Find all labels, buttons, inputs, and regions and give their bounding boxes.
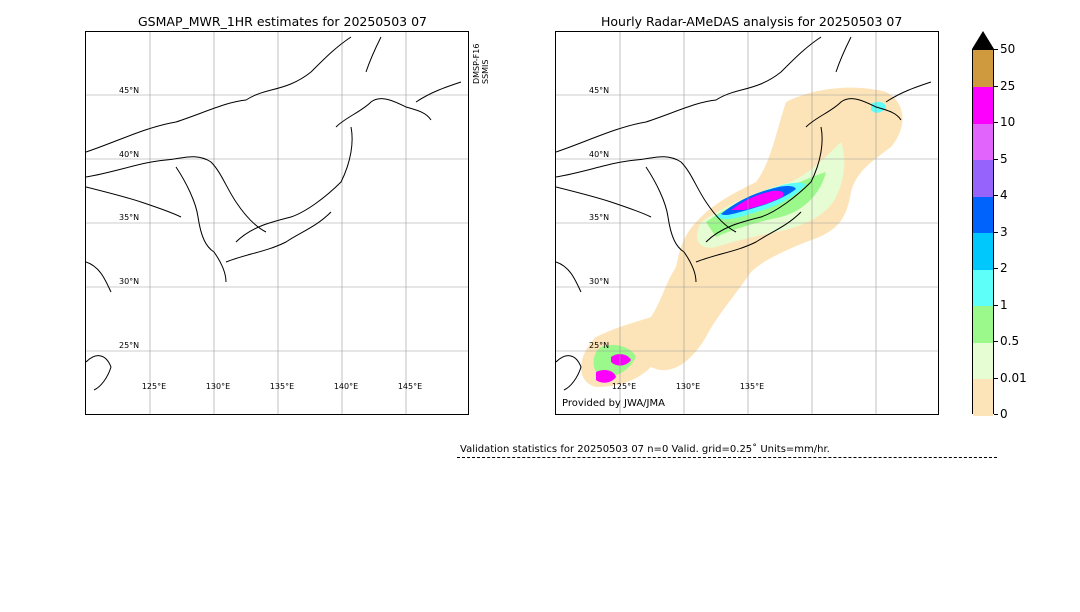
colorbar-tick-label: 5 <box>1000 151 1008 166</box>
right-lat-label-40: 40°N <box>589 150 610 159</box>
left-panel-title: GSMAP_MWR_1HR estimates for 20250503 07 <box>138 14 427 29</box>
right-lon-label-125: 125°E <box>611 382 637 391</box>
colorbar-segment <box>973 86 993 124</box>
colorbar-segment <box>973 50 993 87</box>
precip-south-magenta-1 <box>611 354 631 366</box>
left-lon-label-125: 125°E <box>141 382 167 391</box>
colorbar-tick-label: 0.01 <box>1000 370 1027 385</box>
colorbar-tick-mark <box>994 377 998 379</box>
colorbar-tick-mark <box>994 49 998 50</box>
colorbar <box>972 49 994 416</box>
colorbar-tick-mark <box>994 195 998 196</box>
colorbar-tick-label: 0 <box>1000 407 1008 421</box>
left-lat-label-25: 25°N <box>119 341 140 350</box>
colorbar-segment <box>973 342 993 379</box>
left-map: 45°N 40°N 35°N 30°N 25°N 125°E 130°E 135… <box>85 31 469 415</box>
colorbar-tick-mark <box>994 304 998 306</box>
right-lat-label-35: 35°N <box>589 213 610 222</box>
right-lon-label-130: 130°E <box>675 382 701 391</box>
precip-magenta-region <box>731 190 784 210</box>
colorbar-extend-arrow <box>972 31 994 49</box>
colorbar-segment <box>973 196 993 233</box>
colorbar-tick-label: 0.5 <box>1000 334 1020 348</box>
validation-stats: Validation statistics for 20250503 07 n=… <box>460 444 830 455</box>
left-lon-label-135: 135°E <box>269 382 295 391</box>
left-gridlines <box>86 32 468 414</box>
colorbar-tick-label: 10 <box>1000 115 1016 129</box>
colorbar-tick-mark <box>994 85 998 87</box>
left-lon-label-130: 130°E <box>205 382 231 391</box>
left-lat-label-40: 40°N <box>119 150 140 159</box>
right-panel-title: Hourly Radar-AMeDAS analysis for 2025050… <box>601 14 903 29</box>
colorbar-tick-mark <box>994 158 998 160</box>
colorbar-tick-label: 2 <box>1000 261 1008 275</box>
left-map-svg <box>86 32 468 414</box>
colorbar-segment <box>973 232 993 270</box>
validation-divider <box>457 457 997 458</box>
colorbar-segment <box>973 269 993 306</box>
colorbar-tick-mark <box>994 122 998 123</box>
colorbar-tick-label: 1 <box>1000 297 1008 312</box>
data-credit: Provided by JWA/JMA <box>562 398 665 409</box>
colorbar-tick-mark <box>994 414 998 415</box>
right-lat-label-30: 30°N <box>589 277 610 286</box>
right-map: 45°N 40°N 35°N 30°N 25°N 125°E 130°E 135… <box>555 31 939 415</box>
colorbar-segment <box>973 123 993 160</box>
left-coastlines <box>86 36 462 391</box>
precip-field <box>581 87 903 388</box>
left-lon-label-140: 140°E <box>333 382 359 391</box>
colorbar-tick-mark <box>994 268 998 269</box>
satellite-label-1: DMSP-F16 <box>472 43 481 84</box>
left-lat-label-35: 35°N <box>119 213 140 222</box>
colorbar-tick-mark <box>994 341 998 342</box>
right-coastlines <box>556 36 932 391</box>
colorbar-tick-mark <box>994 231 998 233</box>
right-lat-label-25: 25°N <box>589 341 610 350</box>
colorbar-tick-label: 3 <box>1000 224 1008 239</box>
colorbar-tick-label: 25 <box>1000 78 1016 93</box>
right-lon-label-135: 135°E <box>739 382 765 391</box>
colorbar-tick-label: 4 <box>1000 188 1008 202</box>
precip-south-magenta-2 <box>596 369 616 383</box>
right-gridlines <box>556 32 938 414</box>
colorbar-segment <box>973 305 993 343</box>
satellite-label-2: SSMIS <box>481 59 490 85</box>
right-lat-label-45: 45°N <box>589 86 610 95</box>
colorbar-segment <box>973 159 993 197</box>
colorbar-tick-label: 50 <box>1000 42 1016 56</box>
left-lat-label-45: 45°N <box>119 86 140 95</box>
right-map-svg <box>556 32 938 414</box>
left-lon-label-145: 145°E <box>397 382 423 391</box>
colorbar-segment <box>973 378 993 416</box>
left-lat-label-30: 30°N <box>119 277 140 286</box>
